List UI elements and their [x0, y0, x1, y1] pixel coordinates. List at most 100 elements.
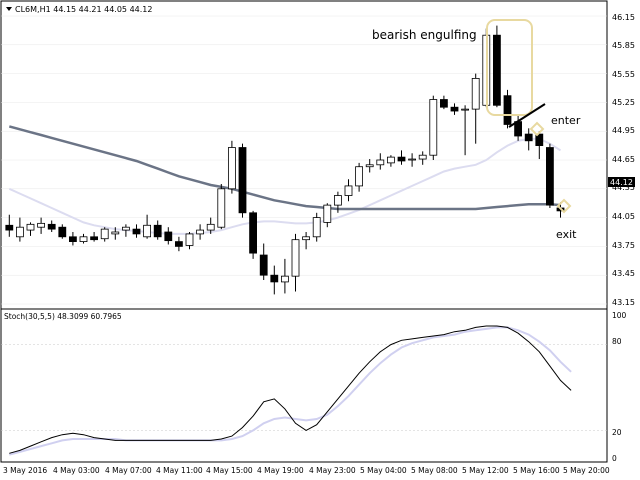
time-label: 3 May 2016 — [3, 466, 47, 475]
symbol-info: CL6M,H1 44.15 44.21 44.05 44.12 — [15, 5, 152, 14]
stoch-axis: 100 80 20 0 — [612, 311, 627, 463]
candle-body — [429, 99, 438, 156]
candle-body — [217, 188, 226, 228]
time-label: 4 May 19:00 — [257, 466, 304, 475]
price-tick-label: 43.15 — [612, 298, 635, 307]
grid-lines — [1, 15, 607, 305]
candle-body — [471, 78, 480, 110]
candle-body — [312, 217, 321, 238]
candle-body — [15, 226, 24, 238]
time-label: 4 May 23:00 — [309, 466, 356, 475]
candle-body — [185, 233, 194, 246]
candle-body — [524, 133, 533, 142]
exit-label: exit — [556, 228, 577, 241]
stochastic-lines — [1, 325, 607, 456]
candle-body — [344, 185, 353, 196]
time-axis: 3 May 2016 4 May 03:00 4 May 07:00 4 May… — [3, 466, 610, 475]
time-label: 4 May 15:00 — [206, 466, 253, 475]
pattern-label: bearish engulfing — [372, 28, 477, 42]
trendline — [508, 103, 546, 128]
candle-body — [5, 224, 14, 231]
candle-body — [302, 236, 311, 241]
candle-body — [546, 147, 554, 206]
price-axis: 46.15 45.85 45.55 45.25 44.95 44.65 44.3… — [612, 13, 635, 307]
candle-body — [79, 236, 88, 243]
candle-body — [280, 275, 289, 283]
candle-body — [249, 212, 258, 254]
price-tick-label: 43.75 — [612, 241, 635, 250]
candle-body — [408, 158, 417, 161]
candle-body — [37, 222, 45, 228]
candle-body — [418, 154, 427, 160]
candle-body — [227, 147, 236, 190]
candle-body — [270, 274, 279, 283]
stoch-main-line — [9, 325, 572, 454]
stoch-tick-label: 100 — [612, 311, 627, 320]
candle-body — [450, 106, 459, 112]
time-label: 4 May 03:00 — [53, 466, 100, 475]
stoch-panel[interactable] — [0, 308, 608, 463]
candle-body — [355, 166, 364, 187]
ma-mid-line — [8, 137, 562, 235]
stoch-tick-label: 80 — [612, 337, 622, 346]
time-label: 5 May 08:00 — [411, 466, 458, 475]
candle-body — [100, 228, 109, 240]
price-tick-label: 44.35 — [612, 183, 635, 192]
price-tick-label: 43.45 — [612, 269, 635, 278]
candle-body — [386, 156, 395, 164]
time-label: 4 May 07:00 — [105, 466, 152, 475]
stoch-tick-label: 20 — [612, 428, 622, 437]
moving-averages — [8, 125, 562, 235]
candle-body — [503, 95, 512, 125]
candle-body — [90, 236, 98, 241]
candle-body — [143, 224, 152, 238]
stoch-tick-label: 0 — [612, 454, 617, 463]
time-label: 5 May 04:00 — [360, 466, 407, 475]
candle-body — [439, 99, 448, 108]
price-tick-label: 45.25 — [612, 98, 635, 107]
price-tick-label: 45.85 — [612, 41, 635, 50]
candle-body — [47, 223, 56, 230]
price-tick-label: 44.65 — [612, 155, 635, 164]
time-label: 5 May 20:00 — [563, 466, 610, 475]
candle-body — [323, 204, 332, 223]
candle-body — [174, 241, 183, 247]
current-price-tag — [608, 177, 635, 187]
candle-body — [461, 108, 470, 111]
current-price-value: 44.12 — [610, 178, 633, 187]
ma-slow-line — [8, 125, 561, 211]
price-tick-label: 44.05 — [612, 212, 635, 221]
candle-body — [164, 231, 173, 242]
candle-body — [492, 34, 501, 106]
candle-body — [238, 147, 247, 214]
candle-body — [259, 254, 268, 276]
candle-body — [291, 239, 300, 277]
candle-body — [122, 226, 130, 231]
exit-marker-icon — [556, 198, 572, 214]
enter-marker-icon — [529, 121, 545, 137]
candle-body — [397, 156, 406, 162]
candle-body — [58, 226, 67, 238]
candle-body — [206, 223, 215, 231]
candle-body — [153, 224, 162, 238]
time-label: 4 May 11:00 — [156, 466, 203, 475]
price-tick-label: 45.55 — [612, 70, 635, 79]
time-label: 5 May 16:00 — [513, 466, 560, 475]
candle-body — [69, 236, 77, 243]
candle-body — [26, 223, 35, 231]
candle-body — [196, 229, 205, 235]
time-label: 5 May 12:00 — [462, 466, 509, 475]
price-tick-label: 44.95 — [612, 126, 635, 135]
candle-body — [111, 231, 120, 235]
enter-label: enter — [551, 114, 581, 127]
price-tick-label: 46.15 — [612, 13, 635, 22]
stoch-label: Stoch(30,5,5) 48.3099 60.7965 — [4, 312, 122, 321]
candle-body — [376, 159, 385, 166]
candle-body — [333, 195, 342, 206]
candle-body — [132, 228, 141, 235]
pattern-highlight-box — [486, 19, 533, 116]
triangle-down-icon[interactable] — [6, 7, 12, 11]
candle-body — [365, 164, 374, 168]
